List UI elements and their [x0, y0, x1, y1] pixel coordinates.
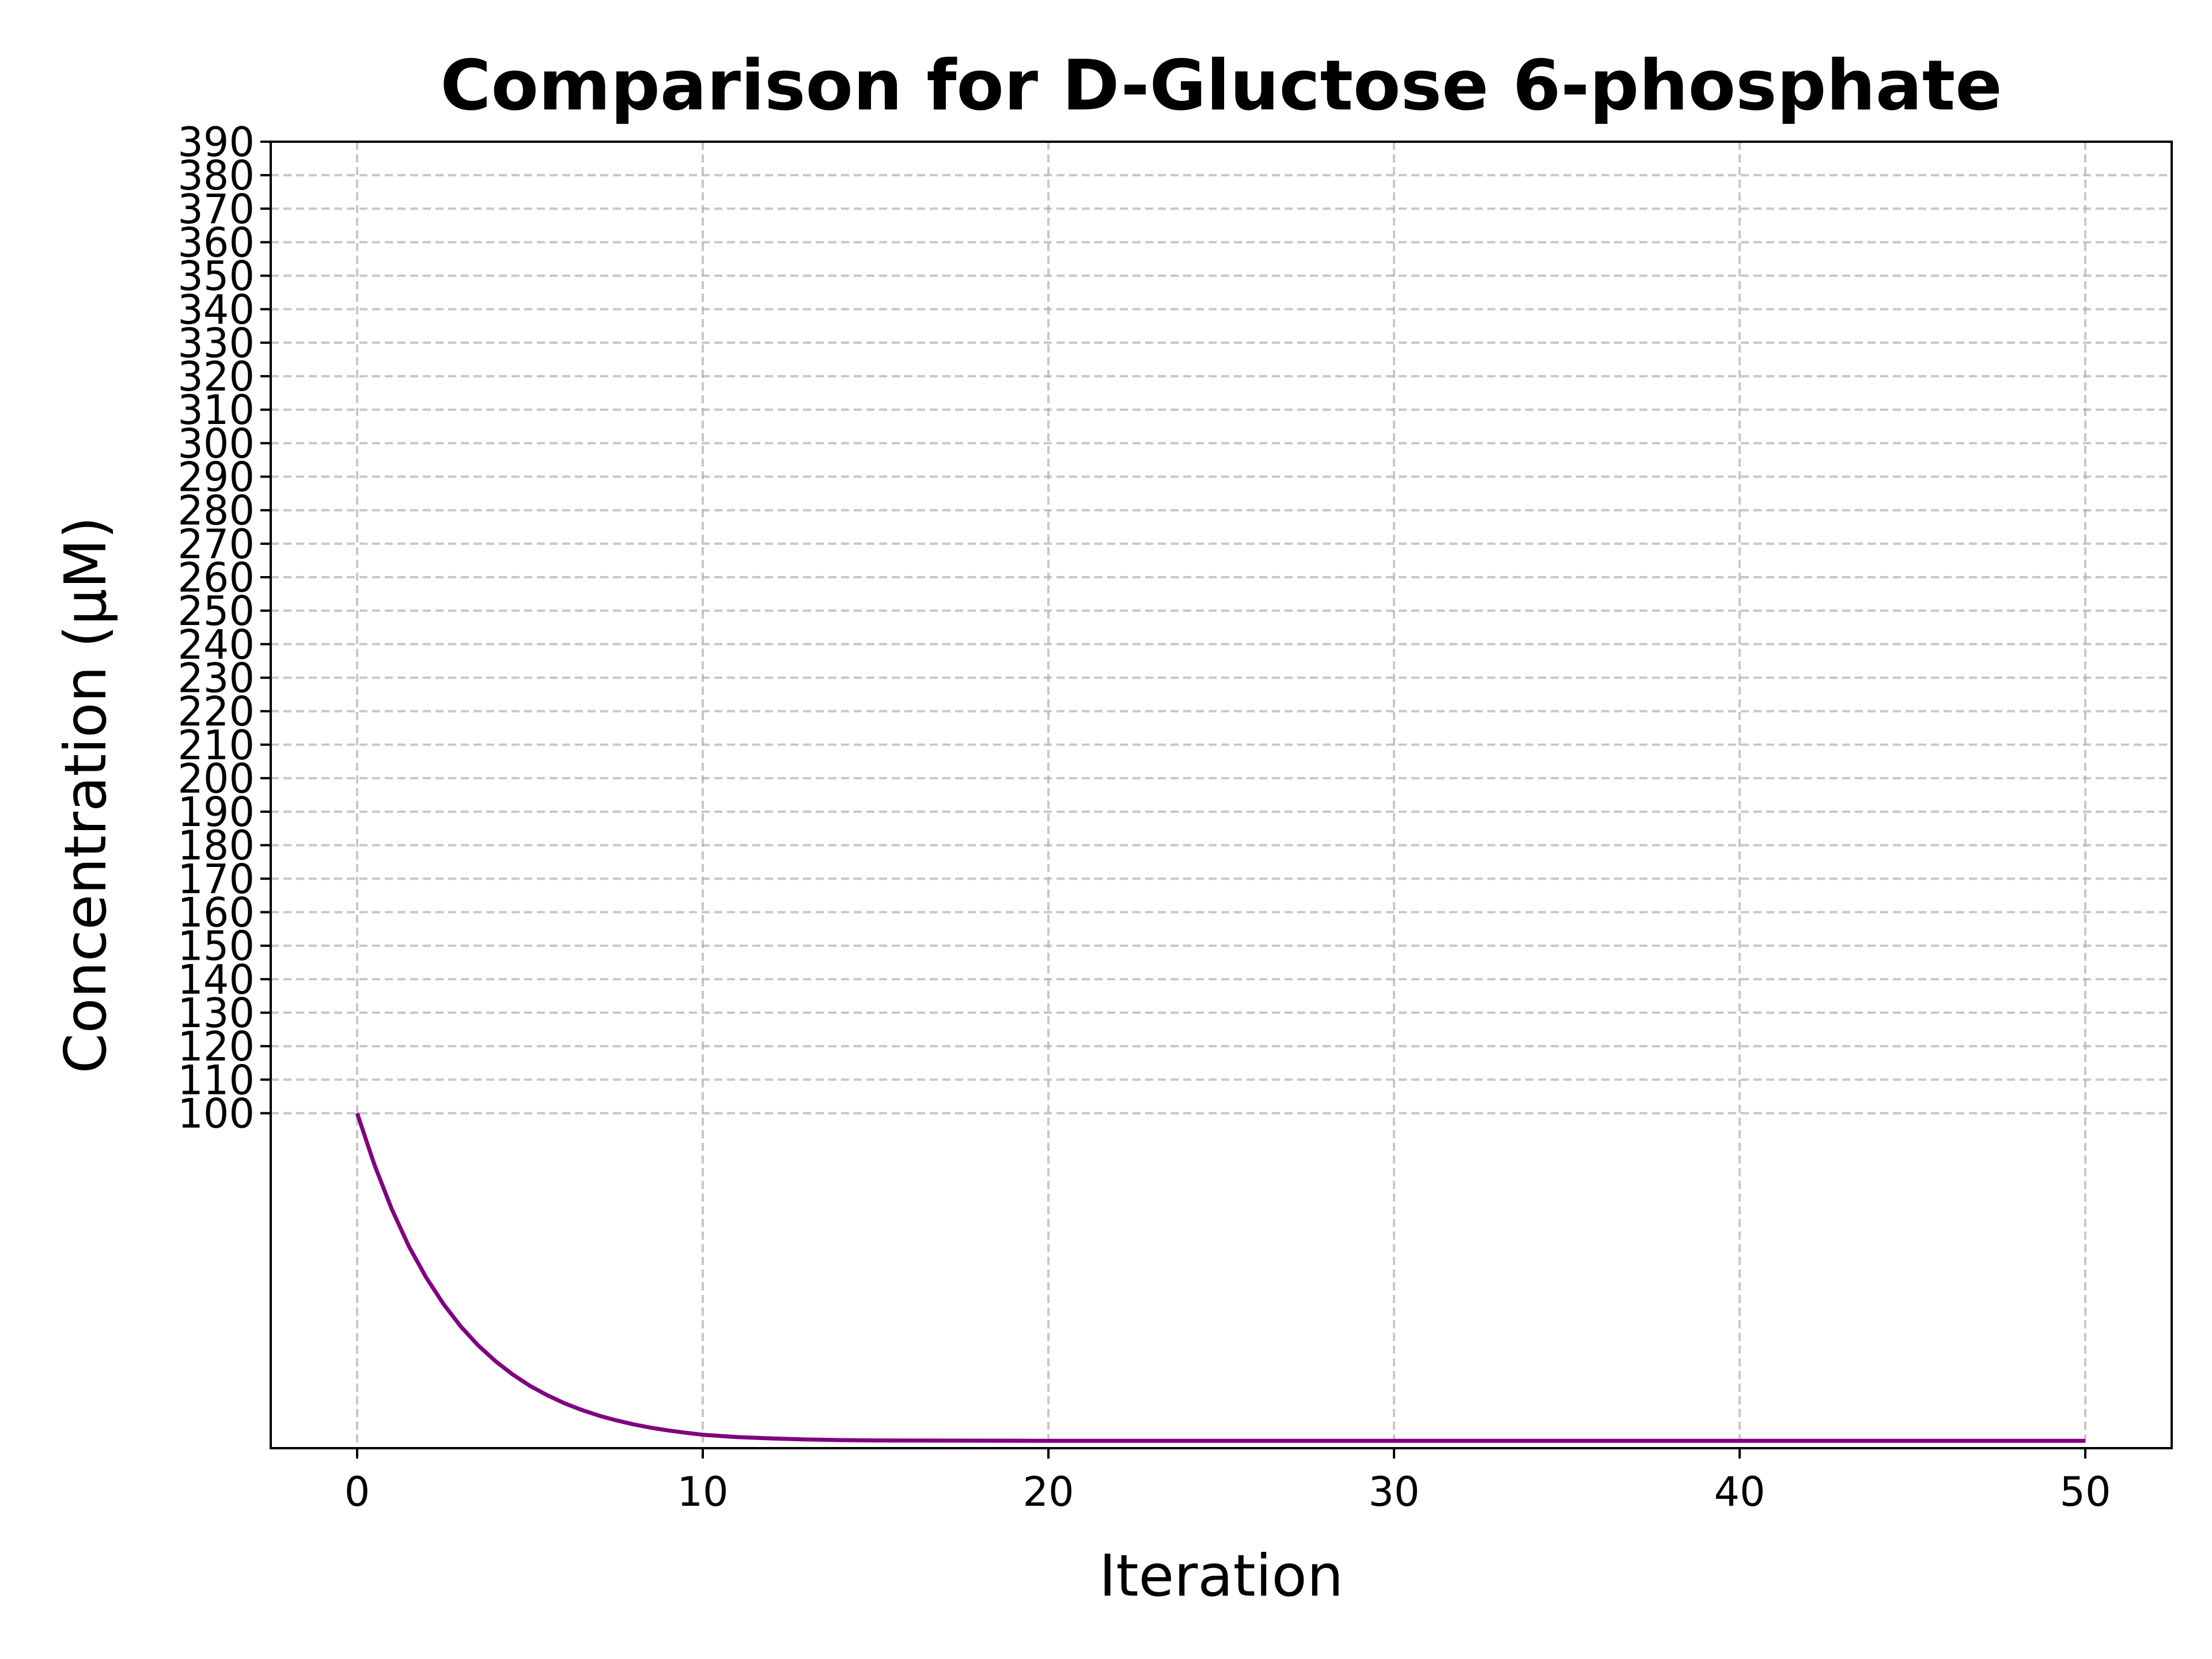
y-axis-label: Concentration (μM): [52, 516, 119, 1073]
y-tick-label: 170: [177, 855, 255, 903]
y-tick-label: 280: [177, 487, 255, 535]
y-tick-label: 390: [177, 119, 255, 166]
y-tick-label: 330: [177, 320, 255, 367]
x-tick-label: 0: [344, 1468, 370, 1516]
x-axis-label: Iteration: [1099, 1542, 1343, 1609]
x-tick-label: 20: [1022, 1468, 1074, 1516]
y-tick-label: 210: [177, 722, 255, 769]
y-tick-label: 360: [177, 219, 255, 266]
y-tick-label: 100: [177, 1090, 255, 1137]
y-tick-label: 320: [177, 353, 255, 400]
y-tick-label: 350: [177, 253, 255, 300]
y-tick-label: 110: [177, 1056, 255, 1104]
y-tick-label: 260: [177, 554, 255, 601]
x-tick-label: 10: [677, 1468, 728, 1516]
y-tick-label: 220: [177, 688, 255, 736]
y-tick-label: 290: [177, 454, 255, 501]
x-tick-label: 30: [1368, 1468, 1419, 1516]
y-axis: 1001101201301401501601701801902002102202…: [177, 119, 271, 1137]
x-axis: 0 10 20 30 40 50: [344, 1448, 2111, 1516]
chart-title: Comparison for D-Gluctose 6-phosphate: [440, 46, 2002, 126]
series-line: [355, 1112, 2085, 1443]
y-tick-label: 190: [177, 789, 255, 836]
y-tick-label: 180: [177, 822, 255, 869]
y-tick-label: 310: [177, 387, 255, 434]
y-tick-label: 250: [177, 588, 255, 635]
y-tick-label: 380: [177, 152, 255, 199]
y-tick-label: 140: [177, 956, 255, 1003]
y-tick-label: 150: [177, 923, 255, 970]
y-tick-label: 240: [177, 621, 255, 668]
grid: [271, 141, 2172, 1448]
y-tick-label: 120: [177, 1023, 255, 1070]
y-tick-label: 230: [177, 654, 255, 702]
x-tick-label: 40: [1714, 1468, 1765, 1516]
y-tick-label: 340: [177, 286, 255, 334]
x-tick-label: 50: [2059, 1468, 2111, 1516]
y-tick-label: 200: [177, 755, 255, 802]
y-tick-label: 270: [177, 521, 255, 568]
y-tick-label: 300: [177, 420, 255, 467]
plot-frame: [270, 141, 2173, 1449]
y-tick-label: 130: [177, 990, 255, 1037]
y-tick-label: 160: [177, 889, 255, 937]
y-tick-label: 370: [177, 185, 255, 233]
